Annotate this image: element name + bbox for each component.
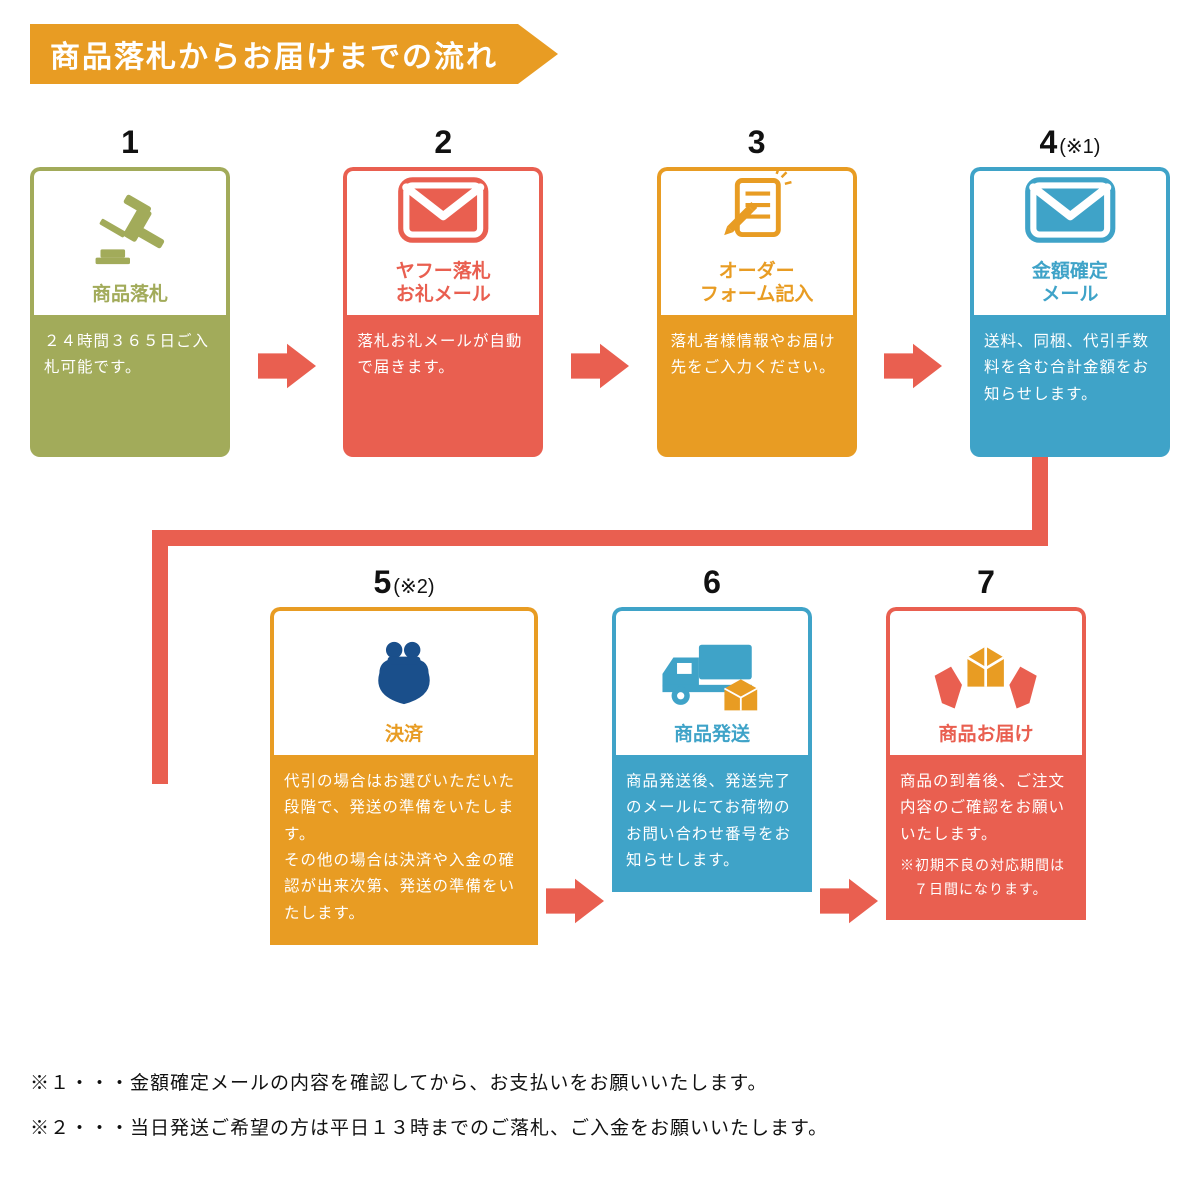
step-label: 金額確定メール <box>1032 260 1108 308</box>
step-number: 1 <box>121 124 139 161</box>
arrow-icon <box>258 343 316 389</box>
form-icon <box>716 169 798 256</box>
flow-row-2: 5(※2) 決済代引の場合はお選びいただいた段階で、発送の準備をいたします。その… <box>30 564 1170 1037</box>
step-iconbox: オーダーフォーム記入 <box>657 167 857 315</box>
step-desc: 落札者様情報やお届け先をご入力ください。 <box>657 315 857 457</box>
gavel-icon <box>89 192 171 279</box>
step-5: 5(※2) 決済代引の場合はお選びいただいた段階で、発送の準備をいたします。その… <box>270 564 538 1037</box>
footnote-2: ※２・・・当日発送ご希望の方は平日１３時までのご落札、ご入金をお願いいたします。 <box>30 1113 1170 1140</box>
step-card: オーダーフォーム記入落札者様情報やお届け先をご入力ください。 <box>657 167 857 457</box>
arrow-icon <box>884 343 942 389</box>
step-card: 商品お届け商品の到着後、ご注文内容のご確認をお願いいたします。※初期不良の対応期… <box>886 607 1086 1037</box>
step-3: 3 オーダーフォーム記入落札者様情報やお届け先をご入力ください。 <box>657 124 857 457</box>
step-card: 金額確定メール送料、同梱、代引手数料を含む合計金額をお知らせします。 <box>970 167 1170 457</box>
step-iconbox: 商品発送 <box>612 607 812 755</box>
step-desc: 落札お礼メールが自動で届きます。 <box>343 315 543 457</box>
step-iconbox: 商品落札 <box>30 167 230 315</box>
step-label: 商品お届け <box>938 723 1033 747</box>
title-text: 商品落札からお届けまでの流れ <box>50 41 498 74</box>
arrow-icon <box>820 878 878 924</box>
step-iconbox: ヤフー落札お礼メール <box>343 167 543 315</box>
step-number: 4(※1) <box>1039 124 1100 161</box>
purse-icon <box>363 632 445 719</box>
step-number: 5(※2) <box>374 564 435 601</box>
step-desc: 代引の場合はお選びいただいた段階で、発送の準備をいたします。その他の場合は決済や… <box>270 755 538 945</box>
step-card: ヤフー落札お礼メール落札お礼メールが自動で届きます。 <box>343 167 543 457</box>
step-desc: 送料、同梱、代引手数料を含む合計金額をお知らせします。 <box>970 315 1170 457</box>
mail-icon <box>392 169 495 256</box>
step-desc: 商品発送後、発送完了のメールにてお荷物のお問い合わせ番号をお知らせします。 <box>612 755 812 892</box>
step-number: 3 <box>748 124 766 161</box>
step-number: 2 <box>434 124 452 161</box>
receive-icon <box>931 632 1040 719</box>
step-desc: 商品の到着後、ご注文内容のご確認をお願いいたします。※初期不良の対応期間は７日間… <box>886 755 1086 920</box>
step-label: オーダーフォーム記入 <box>700 260 813 308</box>
step-7: 7 商品お届け商品の到着後、ご注文内容のご確認をお願いいたします。※初期不良の対… <box>886 564 1086 1037</box>
step-4: 4(※1) 金額確定メール送料、同梱、代引手数料を含む合計金額をお知らせします。 <box>970 124 1170 457</box>
step-number: 7 <box>977 564 995 601</box>
footnote-1: ※１・・・金額確定メールの内容を確認してから、お支払いをお願いいたします。 <box>30 1068 1170 1095</box>
step-iconbox: 商品お届け <box>886 607 1086 755</box>
step-iconbox: 金額確定メール <box>970 167 1170 315</box>
step-label: ヤフー落札お礼メール <box>396 260 491 308</box>
step-card: 商品発送商品発送後、発送完了のメールにてお荷物のお問い合わせ番号をお知らせします… <box>612 607 812 1037</box>
arrow-icon <box>546 878 604 924</box>
title-ribbon: 商品落札からお届けまでの流れ <box>30 24 558 84</box>
step-1: 1 商品落札 ２４時間３６５日ご入札可能です。 <box>30 124 230 457</box>
step-label: 商品落札 <box>92 283 168 307</box>
flow-row-1: 1 商品落札 ２４時間３６５日ご入札可能です。 2 ヤフー落札お礼メール落札お礼メー… <box>30 124 1170 457</box>
step-iconbox: 決済 <box>270 607 538 755</box>
step-2: 2 ヤフー落札お礼メール落札お礼メールが自動で届きます。 <box>343 124 543 457</box>
footnotes: ※１・・・金額確定メールの内容を確認してから、お支払いをお願いいたします。 ※２… <box>30 1050 1170 1140</box>
step-number: 6 <box>703 564 721 601</box>
step-6: 6 商品発送商品発送後、発送完了のメールにてお荷物のお問い合わせ番号をお知らせし… <box>612 564 812 1037</box>
step-label: 決済 <box>385 723 423 747</box>
arrow-icon <box>571 343 629 389</box>
mail-icon <box>1019 169 1122 256</box>
step-desc: ２４時間３６５日ご入札可能です。 <box>30 315 230 457</box>
flow-diagram: 1 商品落札 ２４時間３６５日ご入札可能です。 2 ヤフー落札お礼メール落札お礼メー… <box>30 124 1170 1064</box>
truck-icon <box>657 632 766 719</box>
step-card: 決済代引の場合はお選びいただいた段階で、発送の準備をいたします。その他の場合は決… <box>270 607 538 1037</box>
step-card: 商品落札 ２４時間３６５日ご入札可能です。 <box>30 167 230 457</box>
step-label: 商品発送 <box>674 723 750 747</box>
